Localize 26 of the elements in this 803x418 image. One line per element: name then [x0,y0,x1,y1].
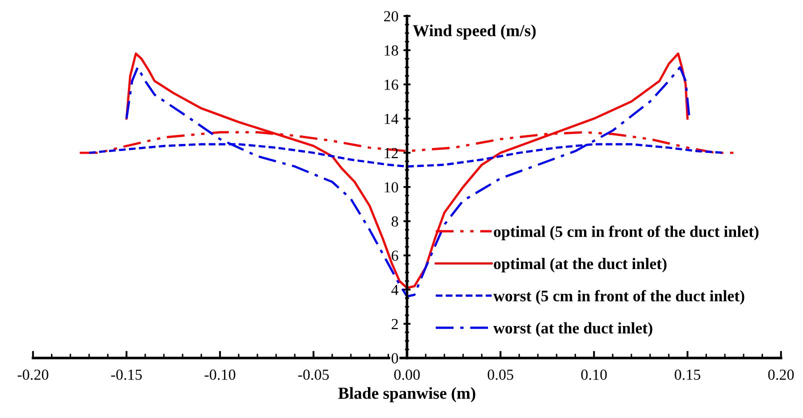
y-tick-label: 14 [384,114,398,124]
y-tick-label: 4 [391,284,398,295]
y-tick-label: 18 [384,45,398,56]
y-tick-label: 6 [392,250,398,261]
x-tick-label: 0.15 [674,370,700,380]
x-tick-label: 0.20 [768,370,794,380]
y-tick-label: 2 [392,318,398,330]
x-tick-label: -0.15 [111,370,142,380]
y-tick-label: 8 [392,216,398,227]
y-tick-label: 12 [384,148,398,158]
legend-label: worst (5 cm in front of the duct inlet) [493,290,744,305]
x-tick-label: -0.10 [204,370,236,380]
y-tick-label: 20 [384,11,398,22]
y-tick-label: 0 [392,353,398,364]
x-tick-label: 0.00 [394,370,420,380]
x-axis-title: Blade spanwise (m) [338,387,476,402]
x-tick-label: -0.20 [18,370,48,380]
x-tick-label: 0.05 [488,370,514,380]
y-axis-title: Wind speed (m/s) [412,24,536,40]
y-tick-label: 10 [384,182,398,192]
x-tick-label: -0.05 [298,370,329,380]
y-tick-label: 16 [384,80,398,90]
legend-label: optimal (at the duct inlet) [494,258,666,272]
x-tick-label: 0.10 [581,370,607,380]
legend-label: worst (at the duct inlet) [493,322,652,337]
legend-label: optimal (5 cm in front of the duct inlet) [494,226,758,240]
